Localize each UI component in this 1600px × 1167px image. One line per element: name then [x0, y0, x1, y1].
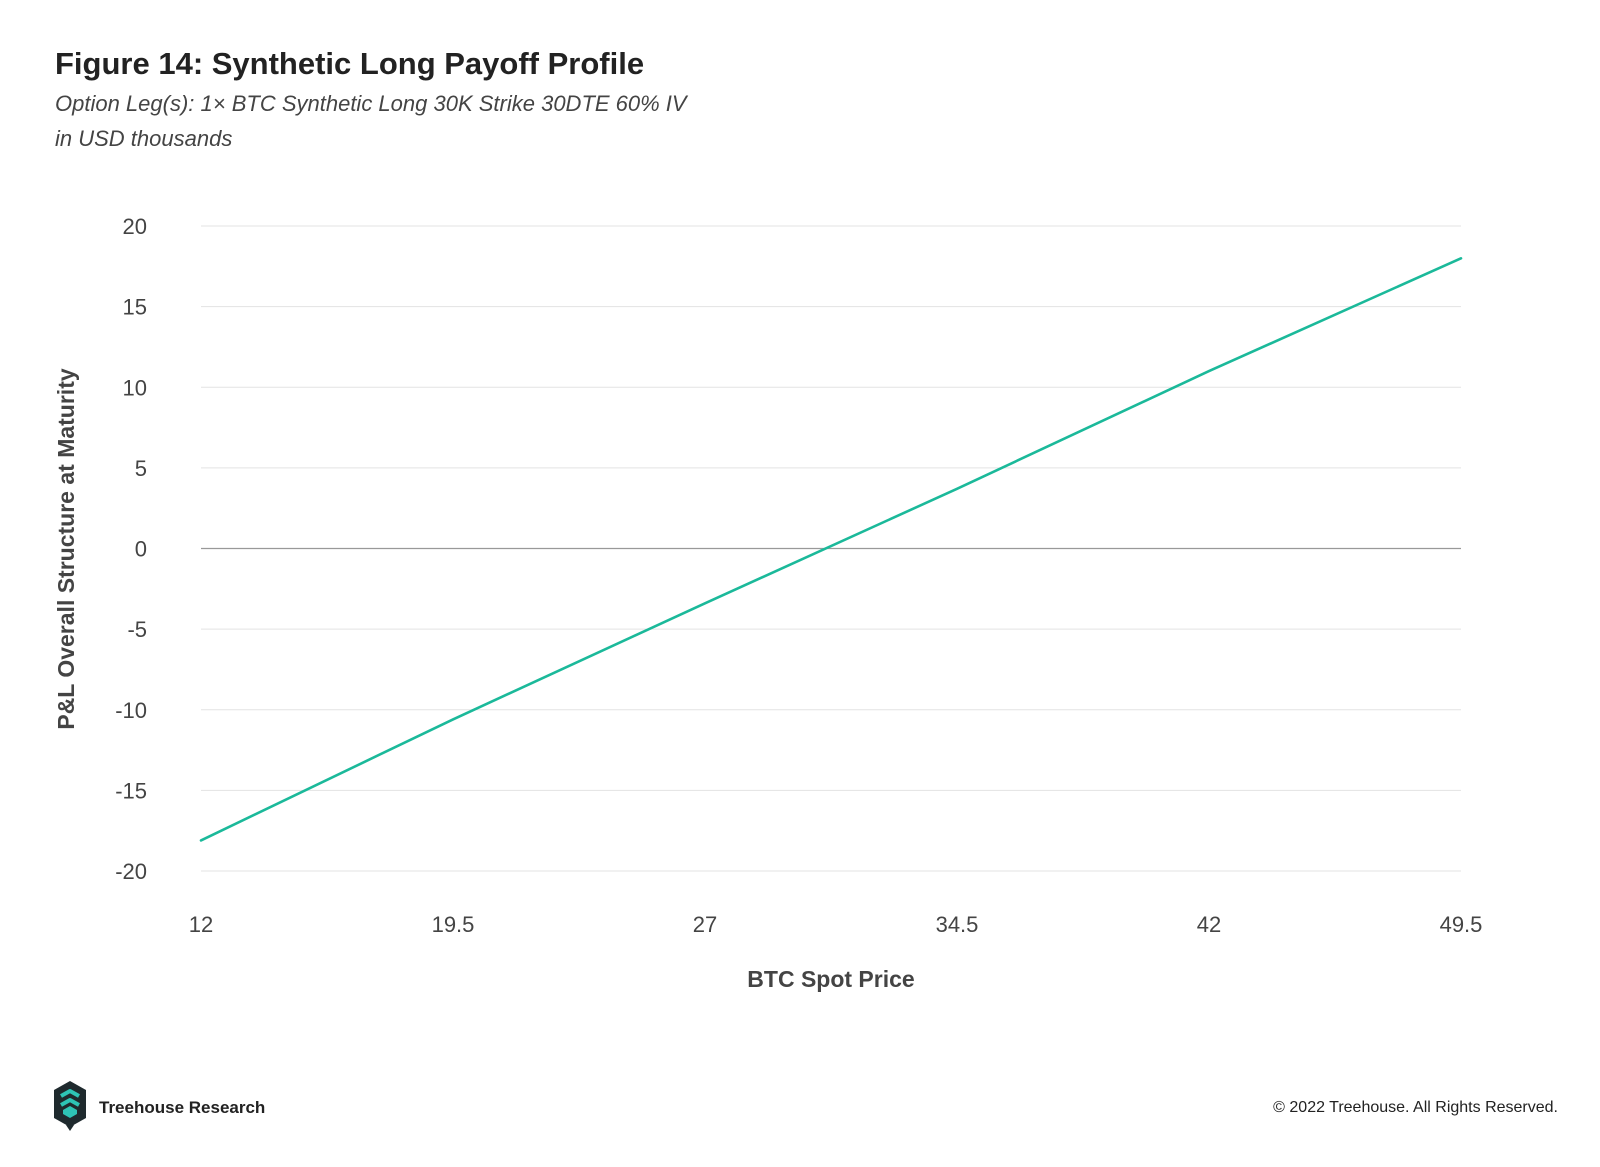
- y-tick-label: -10: [115, 698, 147, 723]
- x-axis-title: BTC Spot Price: [747, 966, 914, 992]
- x-tick-label: 12: [189, 912, 213, 937]
- y-tick-label: 20: [123, 214, 147, 239]
- y-tick-label: -20: [115, 859, 147, 884]
- footer-brand: Treehouse Research: [99, 1098, 266, 1117]
- y-tick-label: -15: [115, 778, 147, 803]
- x-tick-label: 27: [693, 912, 717, 937]
- footer-copyright: © 2022 Treehouse. All Rights Reserved.: [1273, 1099, 1558, 1116]
- y-tick-label: -5: [127, 617, 147, 642]
- y-tick-label: 5: [135, 456, 147, 481]
- treehouse-logo-icon: [54, 1081, 86, 1131]
- series-layer: [199, 256, 1463, 842]
- gridlines: [201, 225, 1461, 872]
- line-chart: 20 15 10 5 0 -5 -10 -15 -20 12 19.5 27 34.5 42 49.5 B…: [53, 214, 1483, 992]
- y-tick-label: 15: [123, 295, 147, 320]
- chart-title: Figure 14: Synthetic Long Payoff Profile: [55, 46, 645, 81]
- y-axis-tick-labels: 20 15 10 5 0 -5 -10 -15 -20: [115, 214, 147, 884]
- y-axis-title: P&L Overall Structure at Maturity: [53, 368, 79, 729]
- y-tick-label: 10: [123, 375, 147, 400]
- chart-units-note: in USD thousands: [55, 126, 233, 151]
- chart-subtitle: Option Leg(s): 1× BTC Synthetic Long 30K…: [55, 91, 687, 116]
- x-axis-tick-labels: 12 19.5 27 34.5 42 49.5: [189, 912, 1483, 937]
- x-tick-label: 42: [1197, 912, 1221, 937]
- x-tick-label: 19.5: [432, 912, 475, 937]
- x-tick-label: 49.5: [1440, 912, 1483, 937]
- y-tick-label: 0: [135, 537, 147, 562]
- x-tick-label: 34.5: [936, 912, 979, 937]
- series-line: [199, 256, 1463, 842]
